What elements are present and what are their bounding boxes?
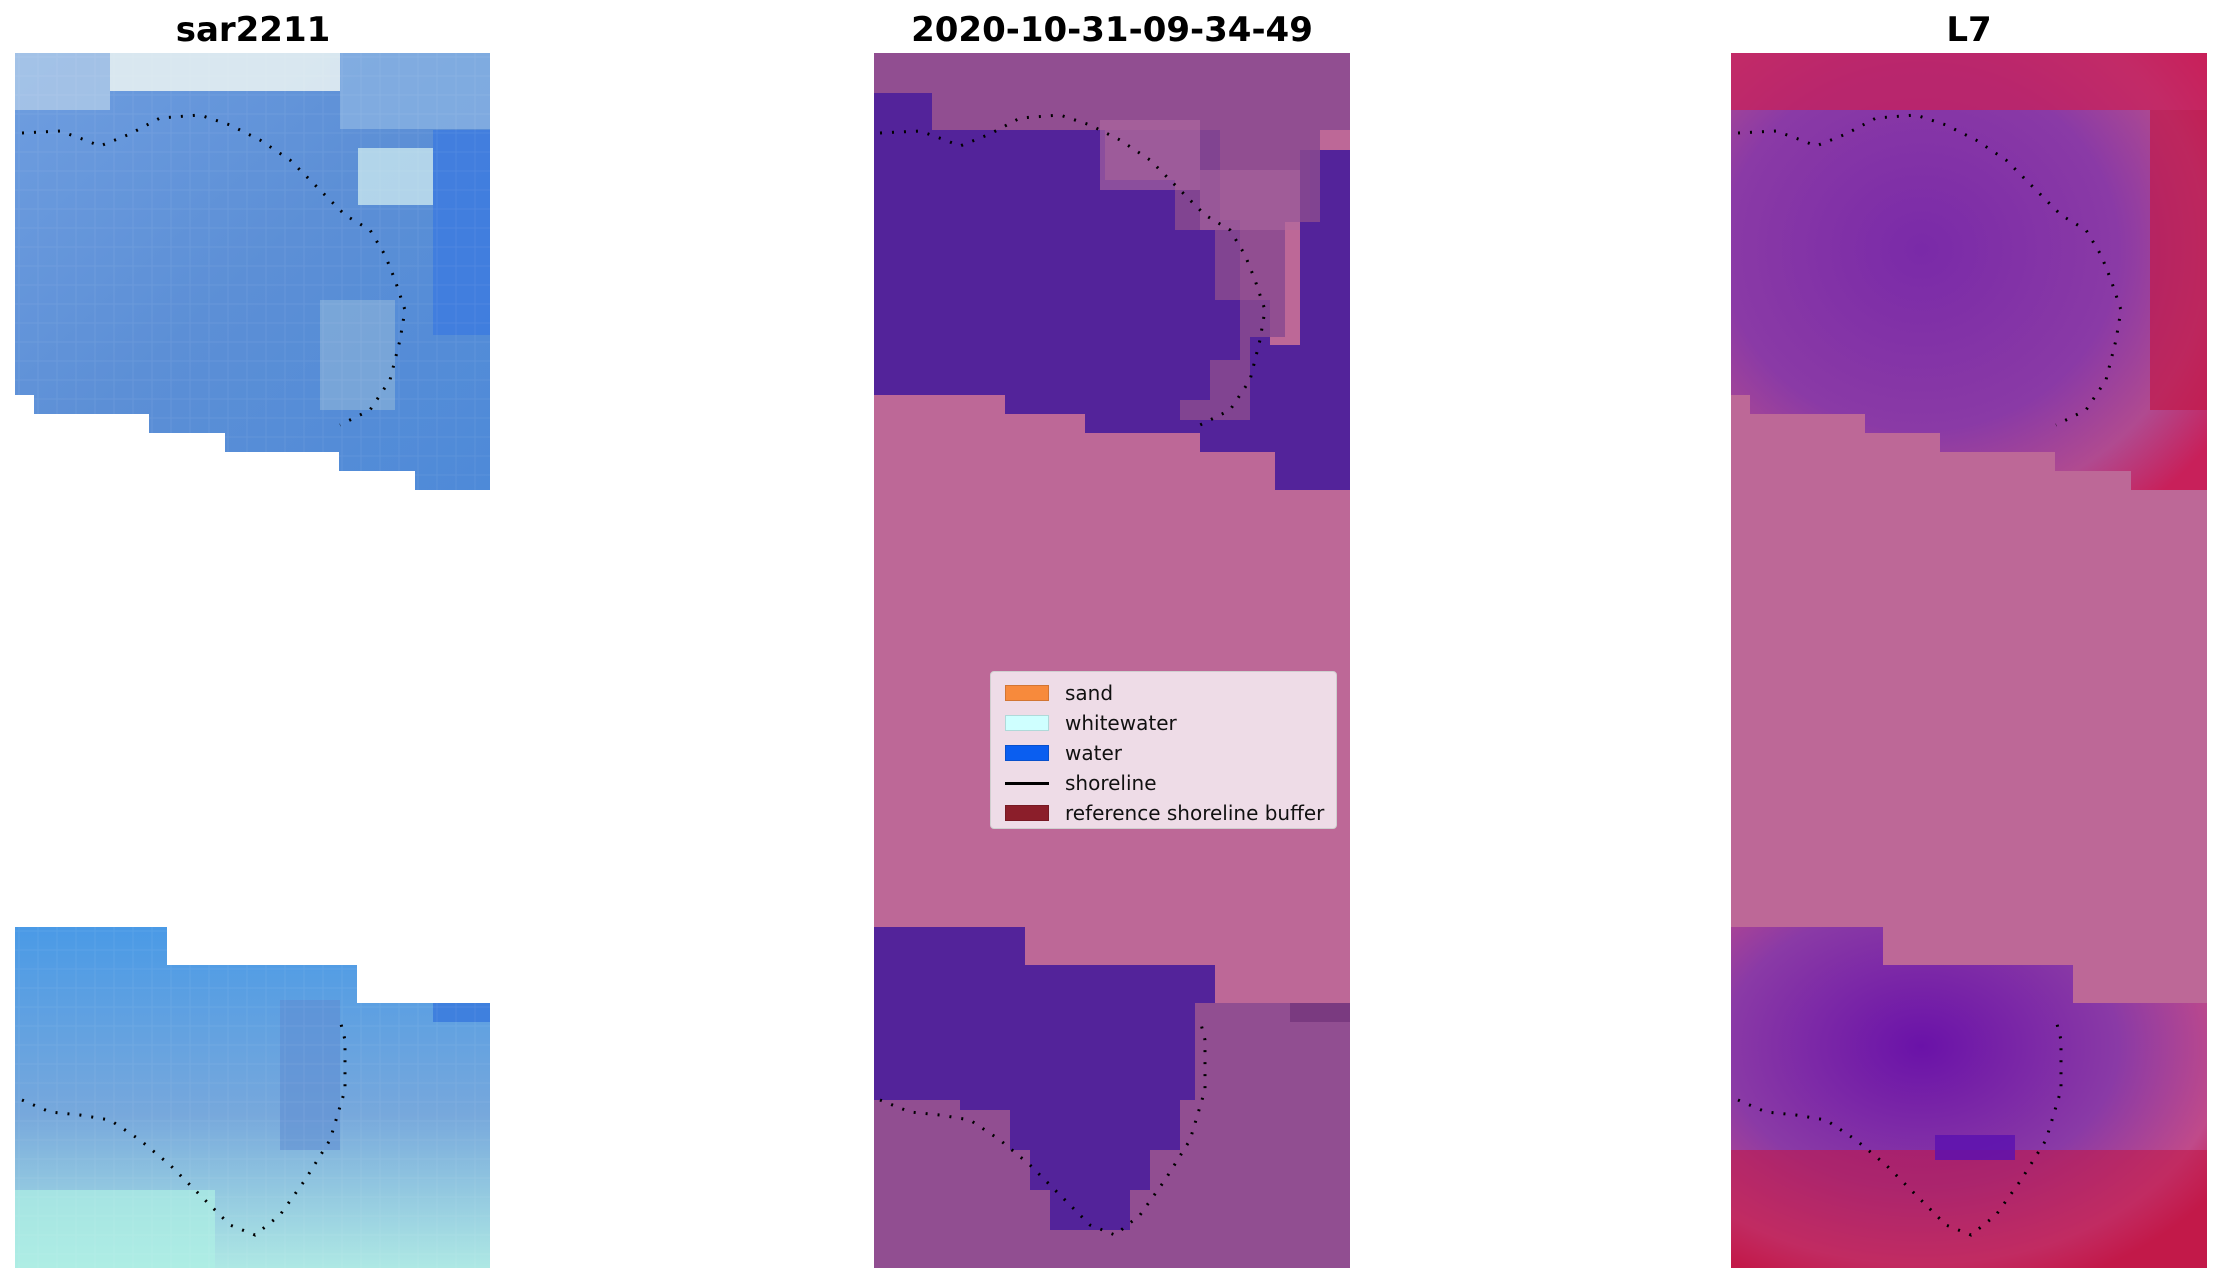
legend-label-whitewater: whitewater — [1065, 711, 1177, 735]
legend-line-shoreline — [1005, 781, 1049, 785]
legend-swatch-reference-buffer — [1005, 805, 1049, 821]
panel-title-rgb: sar2211 — [175, 10, 331, 50]
classified-land-top — [932, 53, 1350, 420]
legend-item-shoreline: shoreline — [999, 768, 1328, 798]
legend-item-whitewater: whitewater — [999, 708, 1328, 738]
legend-label-water: water — [1065, 741, 1122, 765]
legend: sand whitewater water shoreline referenc… — [990, 671, 1337, 829]
mndwi-top-block — [1731, 53, 2207, 490]
legend-swatch-sand — [1005, 685, 1049, 701]
legend-swatch-water — [1005, 745, 1049, 761]
legend-label-reference-buffer: reference shoreline buffer — [1065, 801, 1325, 825]
classified-water-bottom — [874, 927, 1215, 1230]
classified-shoreline-bottom — [879, 1019, 1207, 1237]
panel-title-satellite: L7 — [1946, 10, 1992, 50]
legend-swatch-whitewater — [1005, 715, 1049, 731]
legend-item-sand: sand — [999, 678, 1328, 708]
legend-item-water: water — [999, 738, 1328, 768]
legend-item-reference-buffer: reference shoreline buffer — [999, 798, 1328, 828]
classified-land-bottom — [874, 1003, 1350, 1268]
legend-label-sand: sand — [1065, 681, 1114, 705]
legend-label-shoreline: shoreline — [1065, 771, 1157, 795]
panel-title-date: 2020-10-31-09-34-49 — [911, 10, 1313, 50]
